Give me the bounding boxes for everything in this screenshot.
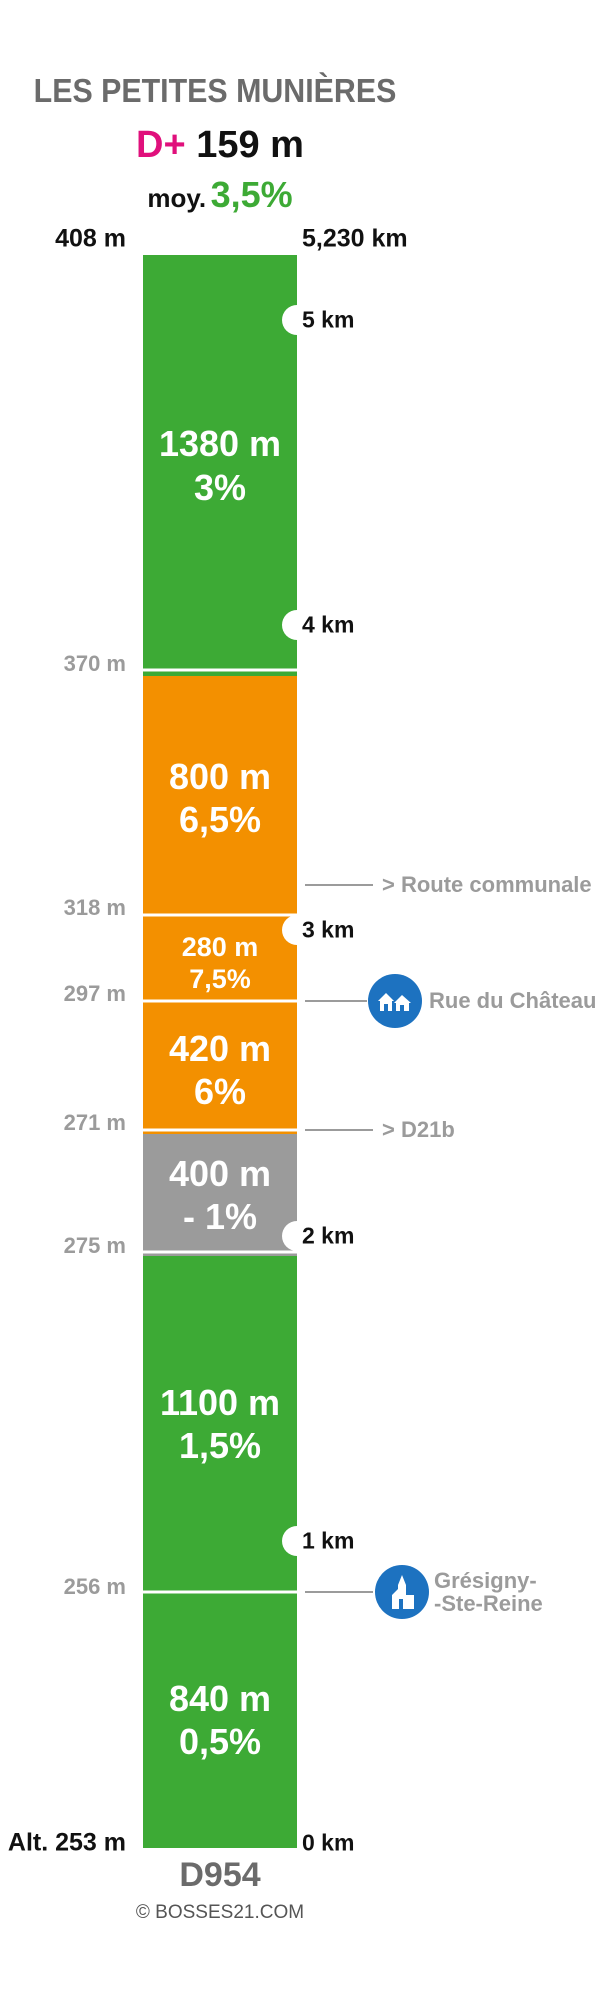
altitude-label: 370 m xyxy=(63,651,126,676)
segment-block: 280 m 7,5% xyxy=(143,920,297,1006)
segment-length: 840 m xyxy=(168,1677,272,1719)
segment-block: 800 m 6,5% xyxy=(143,676,297,921)
segment-divider xyxy=(143,1250,297,1254)
segment-grade: 0,5% xyxy=(178,1720,262,1762)
altitude-label: 318 m xyxy=(63,895,126,920)
segment-grade: 3% xyxy=(193,466,247,508)
elevation-gain-value: 159 m xyxy=(196,124,304,166)
copyright: © BOSSES21.COM xyxy=(135,1902,305,1923)
average-grade-label: moy. xyxy=(147,183,207,213)
segment-grade: 6% xyxy=(193,1070,247,1112)
segment-block: 1380 m 3% xyxy=(143,255,297,677)
altitude-label-top: 408 m xyxy=(55,224,126,253)
church-icon xyxy=(375,1565,429,1619)
altitude-label-start: Alt. 253 m xyxy=(7,1828,126,1857)
segment-divider xyxy=(143,913,297,917)
km-label: 2 km xyxy=(302,1222,355,1249)
segment-block: 840 m 0,5% xyxy=(143,1591,297,1848)
segment-length: 400 m xyxy=(168,1152,272,1194)
segment-divider xyxy=(143,668,297,672)
km-notch xyxy=(282,1221,312,1251)
km-label: 0 km xyxy=(302,1829,355,1856)
segment-block: 1100 m 1,5% xyxy=(143,1255,297,1592)
segment-grade: - 1% xyxy=(182,1195,258,1237)
altitude-label: 271 m xyxy=(63,1110,126,1135)
segment-length: 800 m xyxy=(168,756,272,798)
segment-grade: 7,5% xyxy=(189,964,251,995)
km-notch xyxy=(282,1526,312,1556)
average-grade-value: 3,5% xyxy=(210,174,293,215)
marker-rue-du-chateau: Rue du Château xyxy=(429,988,597,1013)
segment-length: 1100 m xyxy=(159,1381,281,1423)
segment-length: 280 m xyxy=(181,931,259,962)
segment-block: 420 m 6% xyxy=(143,1005,297,1134)
km-label: 5 km xyxy=(302,306,355,333)
total-distance: 5,230 km xyxy=(302,224,408,253)
altitude-label: 256 m xyxy=(63,1574,126,1599)
altitude-label: 297 m xyxy=(63,981,126,1006)
elevation-gain-label: D+ xyxy=(136,124,186,166)
km-label: 1 km xyxy=(302,1527,355,1554)
segment-divider xyxy=(143,999,297,1003)
km-label: 4 km xyxy=(302,611,355,638)
km-notch xyxy=(282,915,312,945)
elevation-gain: D+ 159 m xyxy=(0,124,440,167)
marker-d21b: > D21b xyxy=(382,1117,455,1142)
marker-line xyxy=(305,1591,373,1593)
average-grade: moy. 3,5% xyxy=(0,174,440,216)
marker-route-communale: > Route communale xyxy=(382,872,592,897)
km-notch xyxy=(282,610,312,640)
segment-grade: 1,5% xyxy=(178,1424,262,1466)
segment-length: 1380 m xyxy=(158,423,282,465)
marker-line xyxy=(305,1129,373,1131)
marker-line xyxy=(305,1000,367,1002)
houses-icon xyxy=(368,974,422,1028)
road-name: D954 xyxy=(179,1856,261,1894)
segment-grade: 6,5% xyxy=(178,799,262,841)
segment-block: 400 m - 1% xyxy=(143,1133,297,1256)
climb-title: LES PETITES MUNIÈRES xyxy=(33,72,397,109)
marker-gresigny-ste-reine: Grésigny- -Ste-Reine xyxy=(434,1567,543,1616)
km-notch xyxy=(282,305,312,335)
marker-line xyxy=(305,884,373,886)
segment-length: 420 m xyxy=(168,1027,272,1069)
segment-divider xyxy=(143,1590,297,1594)
km-label: 3 km xyxy=(302,916,355,943)
segment-divider xyxy=(143,1128,297,1132)
altitude-label: 275 m xyxy=(63,1233,126,1258)
